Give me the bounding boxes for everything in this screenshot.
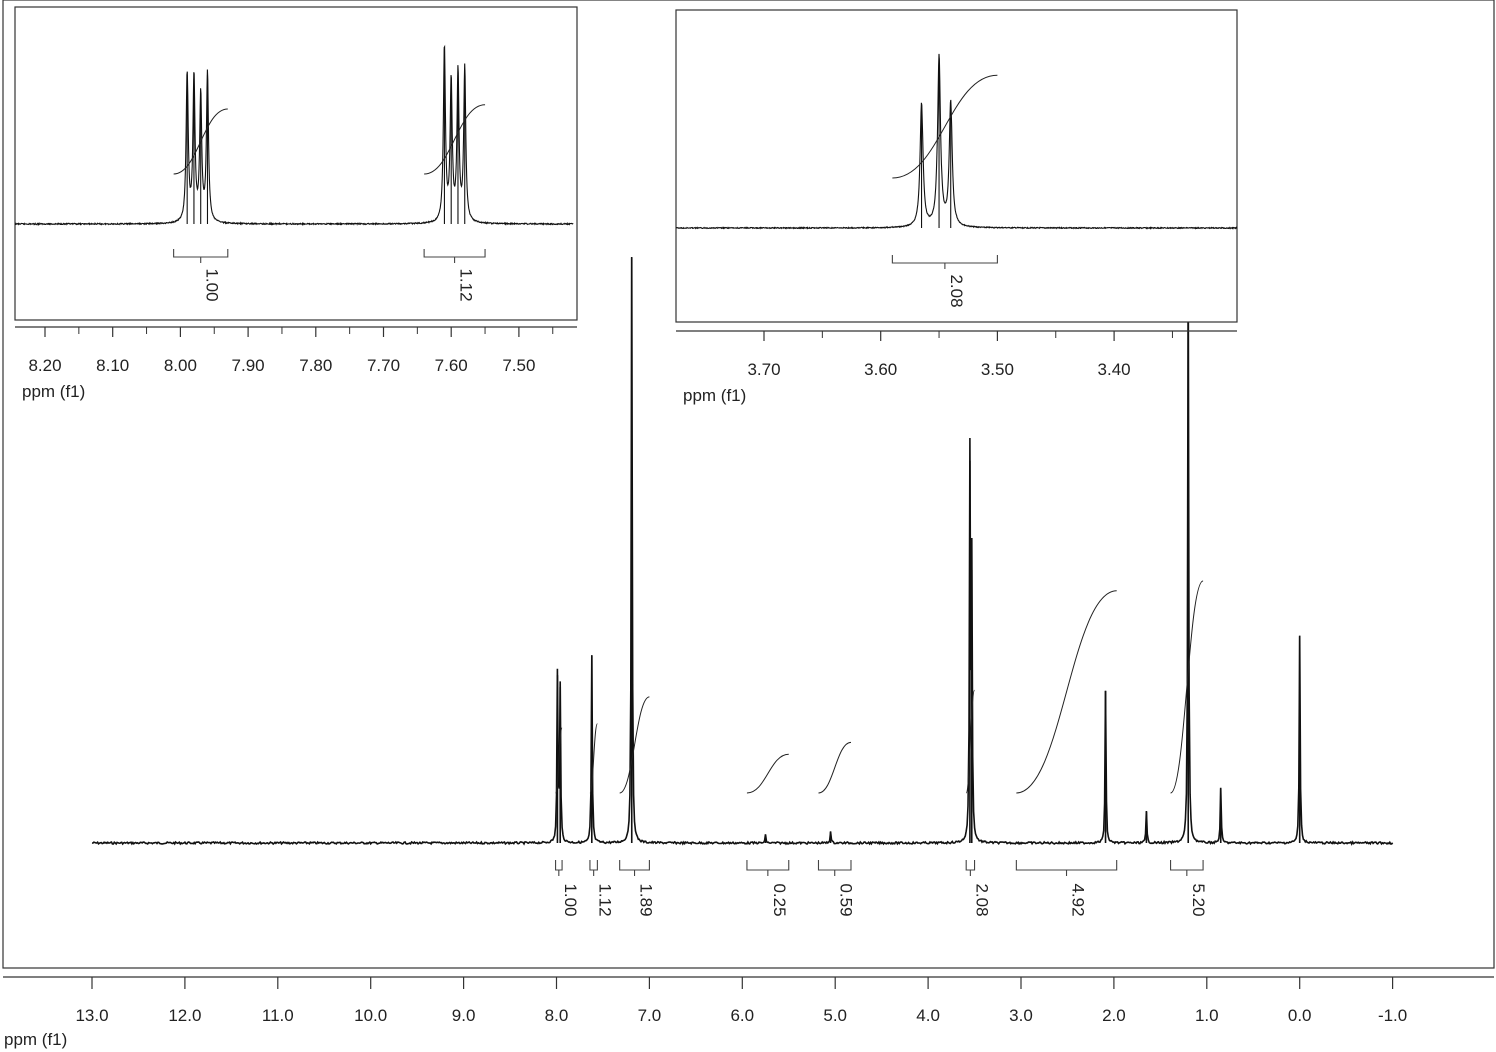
integral-value-label: 0.59 xyxy=(837,883,856,916)
integral-bracket xyxy=(817,860,852,871)
x-tick-label: 11.0 xyxy=(262,1006,294,1025)
integral-curve xyxy=(424,104,486,175)
x-tick-label: 3.70 xyxy=(747,360,780,379)
integral-curve xyxy=(746,753,789,794)
integral-curve xyxy=(1016,590,1117,794)
integral-value-label: 0.25 xyxy=(770,883,789,916)
integral-curve xyxy=(173,108,228,175)
integral-curve xyxy=(589,723,598,794)
x-tick-label: 7.50 xyxy=(502,356,535,375)
inset-aromatic-x-axis-title: ppm (f1) xyxy=(22,382,85,401)
integral-value-label: 2.08 xyxy=(972,883,991,916)
integral-bracket xyxy=(746,860,790,871)
integral-bracket xyxy=(619,860,650,871)
x-tick-label: 8.20 xyxy=(28,356,61,375)
integral-value-label: 1.89 xyxy=(637,883,656,916)
inset-3.5-frame xyxy=(675,9,1238,323)
x-tick-label: 3.0 xyxy=(1009,1006,1033,1025)
main-plot-frame xyxy=(2,0,1495,969)
spectrum-trace xyxy=(15,44,574,226)
x-tick-label: 12.0 xyxy=(168,1006,201,1025)
integral-value-label: 1.00 xyxy=(203,268,222,301)
x-tick-label: 3.50 xyxy=(981,360,1014,379)
x-tick-label: 3.40 xyxy=(1098,360,1131,379)
main-spectrum-layer: 13.0 12.0 11.0 10.0 9.0 8.0 7.0 6.0 5.0 4.0 3.0 2.0… xyxy=(75,256,1407,1025)
spectrum-trace xyxy=(675,53,1238,230)
x-tick-label: 13.0 xyxy=(75,1006,108,1025)
integral-bracket xyxy=(1015,860,1118,871)
x-tick-label: 7.90 xyxy=(232,356,265,375)
integral-bracket xyxy=(965,860,976,871)
x-tick-label: 1.0 xyxy=(1195,1006,1219,1025)
inset-3.5-layer: 3.70 3.60 3.50 3.40 2.08 xyxy=(675,53,1238,379)
x-tick-label: 7.70 xyxy=(367,356,400,375)
integral-curve xyxy=(1170,580,1204,794)
x-tick-label: 7.0 xyxy=(638,1006,662,1025)
integral-value-label: 5.20 xyxy=(1189,883,1208,916)
integral-curve xyxy=(892,74,998,179)
x-tick-label: 8.10 xyxy=(96,356,129,375)
x-tick-label: 9.0 xyxy=(452,1006,476,1025)
inset-aromatic-frame xyxy=(14,6,578,321)
inset-aromatic-layer: 8.20 8.10 8.00 7.90 7.80 7.70 7.60 7.50 1.00 1.12 xyxy=(15,44,574,375)
integral-value-label: 1.12 xyxy=(596,883,615,916)
integral-value-label: 1.12 xyxy=(457,268,476,301)
x-tick-label: 7.60 xyxy=(435,356,468,375)
x-tick-label: 5.0 xyxy=(823,1006,847,1025)
main-x-axis-title: ppm (f1) xyxy=(4,1030,67,1049)
integral-bracket xyxy=(589,860,598,871)
x-tick-label: 8.0 xyxy=(545,1006,569,1025)
integral-curve xyxy=(965,689,976,794)
x-tick-label: 10.0 xyxy=(354,1006,387,1025)
x-tick-label: 4.0 xyxy=(916,1006,940,1025)
integral-curve xyxy=(818,741,852,794)
integral-curve xyxy=(619,696,650,794)
x-tick-label: 3.60 xyxy=(864,360,897,379)
x-tick-label: 8.00 xyxy=(164,356,197,375)
integral-value-label: 2.08 xyxy=(947,274,966,307)
integral-curve xyxy=(555,727,563,794)
x-tick-label: -1.0 xyxy=(1378,1006,1407,1025)
integral-value-label: 1.00 xyxy=(561,883,580,916)
x-tick-label: 0.0 xyxy=(1288,1006,1312,1025)
x-tick-label: 6.0 xyxy=(730,1006,754,1025)
spectrum-trace xyxy=(91,256,1394,846)
integral-bracket xyxy=(1170,860,1204,871)
integral-bracket xyxy=(555,860,563,871)
x-tick-label: 7.80 xyxy=(299,356,332,375)
inset-3.5-x-axis-title: ppm (f1) xyxy=(683,386,746,405)
x-tick-label: 2.0 xyxy=(1102,1006,1126,1025)
integral-value-label: 4.92 xyxy=(1069,883,1088,916)
